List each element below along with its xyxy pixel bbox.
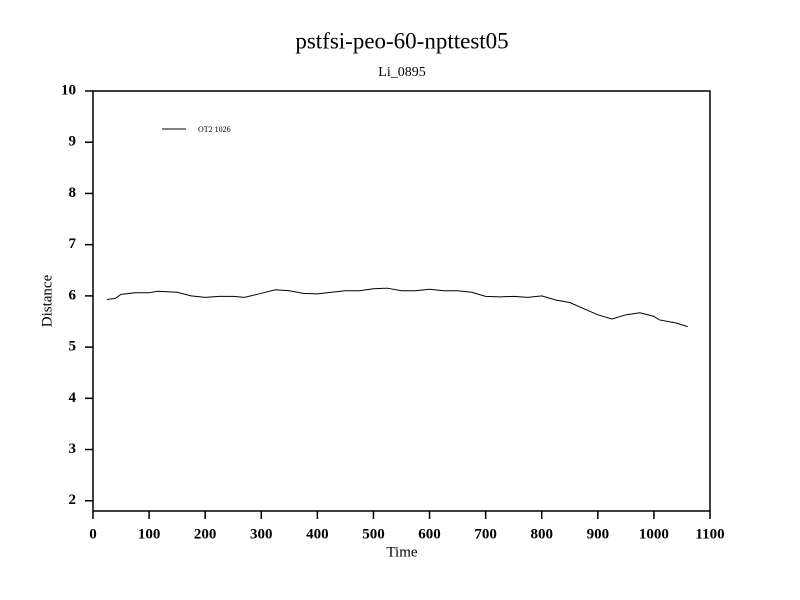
y-tick-label: 10 — [61, 82, 76, 98]
y-tick-label: 8 — [69, 185, 77, 201]
x-tick-label: 1100 — [695, 526, 724, 542]
x-axis-label: Time — [386, 544, 417, 560]
plot-frame — [92, 90, 711, 512]
x-tick-label: 900 — [587, 526, 610, 542]
y-axis-label: Distance — [39, 274, 55, 327]
x-tick-label: 300 — [250, 526, 273, 542]
x-tick-label: 800 — [530, 526, 553, 542]
y-tick-label: 7 — [69, 236, 77, 252]
y-tick-label: 5 — [69, 339, 77, 355]
x-tick-label: 600 — [418, 526, 441, 542]
x-tick-label: 100 — [138, 526, 161, 542]
data-line — [106, 287, 688, 328]
x-tick-label: 200 — [194, 526, 217, 542]
x-tick-label: 0 — [89, 526, 97, 542]
y-tick-label: 4 — [69, 390, 77, 406]
y-tick-label: 2 — [69, 492, 77, 508]
legend-label: OT2 1026 — [198, 125, 231, 134]
chart-subtitle: Li_0895 — [378, 65, 425, 80]
chart-title: pstfsi-peo-60-npttest05 — [295, 28, 508, 53]
y-tick-label: 3 — [69, 441, 77, 457]
x-tick-label: 1000 — [639, 526, 669, 542]
x-tick-label: 700 — [474, 526, 497, 542]
y-tick-label: 6 — [69, 287, 77, 303]
y-tick-label: 9 — [69, 134, 77, 150]
x-tick-label: 500 — [362, 526, 385, 542]
x-tick-label: 400 — [306, 526, 329, 542]
